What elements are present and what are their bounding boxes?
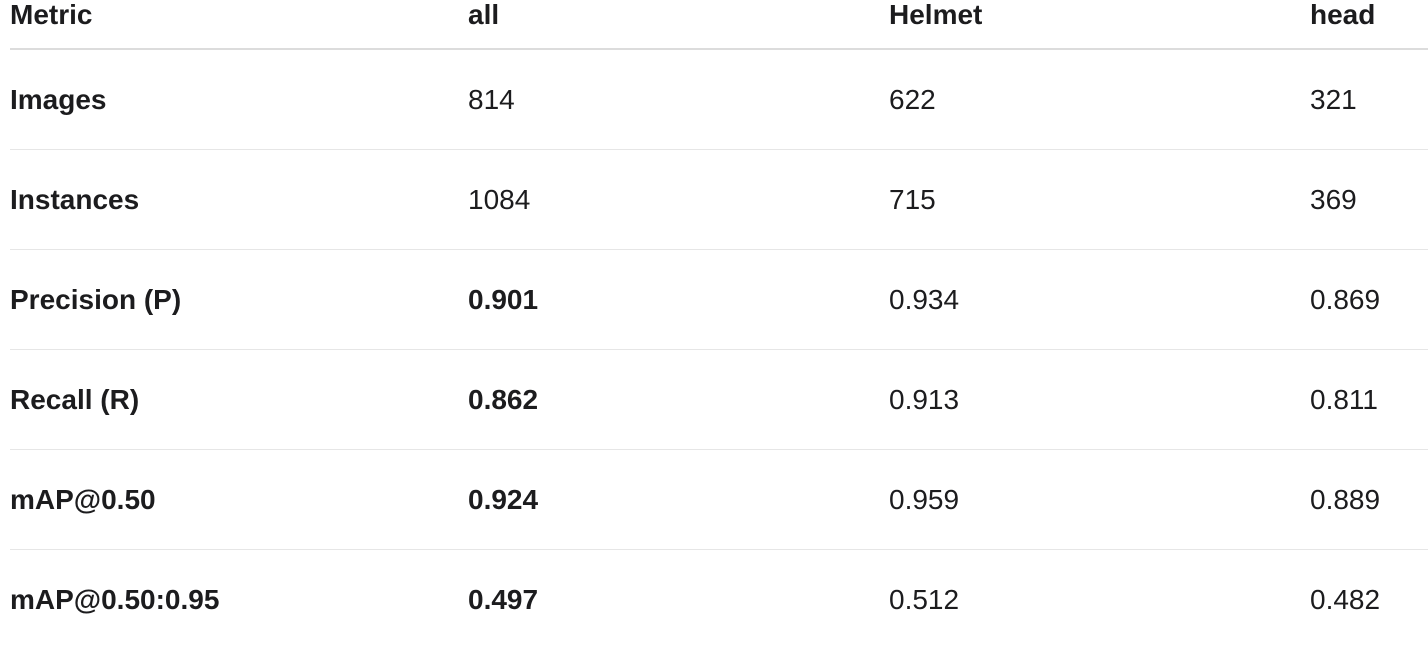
cell-head: 0.889 bbox=[1310, 449, 1428, 550]
cell-all: 0.862 bbox=[468, 349, 889, 450]
cell-all: 1084 bbox=[468, 149, 889, 250]
table-header: Metric all Helmet head bbox=[10, 0, 1428, 50]
table-body: Images 814 622 321 Instances 1084 715 36… bbox=[10, 49, 1428, 649]
cell-helmet: 0.913 bbox=[889, 349, 1310, 450]
metrics-table: Metric all Helmet head Images 814 622 32… bbox=[10, 0, 1428, 649]
row-metric-name: Instances bbox=[10, 149, 468, 250]
header-metric: Metric bbox=[10, 0, 468, 50]
table-row: Precision (P) 0.901 0.934 0.869 bbox=[10, 249, 1428, 350]
row-metric-name: Precision (P) bbox=[10, 249, 468, 350]
table-row: mAP@0.50 0.924 0.959 0.889 bbox=[10, 449, 1428, 550]
cell-all: 0.924 bbox=[468, 449, 889, 550]
header-helmet: Helmet bbox=[889, 0, 1310, 50]
cell-helmet: 0.512 bbox=[889, 583, 960, 615]
header-all: all bbox=[468, 0, 889, 50]
cell-all: 0.497 bbox=[468, 583, 539, 615]
header-row: Metric all Helmet head bbox=[10, 0, 1428, 50]
header-head: head bbox=[1310, 0, 1428, 50]
cell-all: 814 bbox=[468, 49, 889, 150]
cell-head: 0.482 bbox=[1310, 583, 1381, 615]
cell-helmet: 715 bbox=[889, 149, 1310, 250]
cell-helmet: 622 bbox=[889, 49, 1310, 150]
table-row: Instances 1084 715 369 bbox=[10, 149, 1428, 250]
cell-head: 0.869 bbox=[1310, 249, 1428, 350]
table-row: Images 814 622 321 bbox=[10, 49, 1428, 150]
cell-helmet: 0.959 bbox=[889, 449, 1310, 550]
cell-all: 0.901 bbox=[468, 249, 889, 350]
cell-head: 369 bbox=[1310, 149, 1428, 250]
row-metric-name: Images bbox=[10, 49, 468, 150]
row-metric-name: mAP@0.50 bbox=[10, 449, 468, 550]
cell-helmet: 0.934 bbox=[889, 249, 1310, 350]
row-metric-name: Recall (R) bbox=[10, 349, 468, 450]
cell-head: 0.811 bbox=[1310, 349, 1428, 450]
cell-head: 321 bbox=[1310, 49, 1428, 150]
table-row: Recall (R) 0.862 0.913 0.811 bbox=[10, 349, 1428, 450]
table-row: mAP@0.50:0.95 0.497 0.512 0.482 bbox=[10, 550, 1428, 650]
row-metric-name: mAP@0.50:0.95 bbox=[10, 583, 220, 615]
